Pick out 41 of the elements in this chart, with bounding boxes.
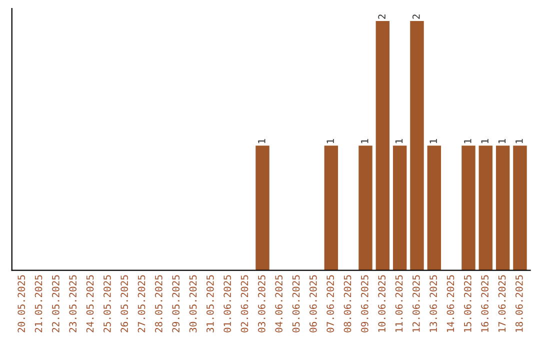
data-label: 1 [498, 139, 506, 144]
x-tick-label: 10.06.2025 [378, 275, 386, 332]
x-tick-label: 31.05.2025 [206, 275, 214, 332]
data-label: 1 [516, 139, 523, 144]
x-tick-label: 09.06.2025 [360, 275, 368, 332]
x-tick-label: 24.05.2025 [86, 275, 94, 332]
x-tick-label: 20.05.2025 [18, 275, 26, 332]
data-label: 1 [464, 139, 472, 144]
x-tick-label: 12.06.2025 [412, 275, 420, 332]
data-label: 1 [430, 139, 437, 144]
x-tick-label: 04.06.2025 [275, 275, 283, 332]
x-tick-label: 05.06.2025 [292, 275, 300, 332]
data-label: 1 [395, 139, 403, 144]
data-label: 1 [481, 139, 488, 144]
x-tick-label: 01.06.2025 [224, 275, 232, 332]
x-tick-label: 06.06.2025 [309, 275, 317, 332]
x-tick-label: 26.05.2025 [120, 275, 128, 332]
x-tick-label: 18.06.2025 [515, 275, 523, 332]
x-tick-label: 22.05.2025 [52, 275, 60, 332]
x-tick-label: 27.05.2025 [138, 275, 146, 332]
x-tick-label: 25.05.2025 [104, 275, 111, 332]
x-tick-label: 02.06.2025 [240, 275, 248, 332]
data-label: 1 [326, 139, 334, 144]
x-tick-label: 17.06.2025 [498, 275, 506, 332]
x-tick-label: 15.06.2025 [464, 275, 472, 332]
x-tick-label: 07.06.2025 [326, 275, 334, 332]
x-tick-label: 03.06.2025 [258, 275, 266, 332]
data-label: 1 [258, 139, 266, 144]
x-tick-label: 21.05.2025 [34, 275, 42, 332]
x-tick-label: 28.05.2025 [154, 275, 162, 332]
x-tick-label: 16.06.2025 [481, 275, 488, 332]
x-tick-label: 30.05.2025 [189, 275, 197, 332]
x-tick-label: 11.06.2025 [395, 275, 403, 332]
data-label: 2 [378, 14, 386, 19]
data-label: 2 [412, 14, 420, 19]
x-tick-label: 13.06.2025 [430, 275, 437, 332]
x-tick-label: 14.06.2025 [446, 275, 454, 332]
x-tick-label: 29.05.2025 [172, 275, 180, 332]
x-tick-label: 08.06.2025 [344, 275, 352, 332]
x-tick-label: 23.05.2025 [69, 275, 77, 332]
data-label: 1 [361, 139, 368, 144]
